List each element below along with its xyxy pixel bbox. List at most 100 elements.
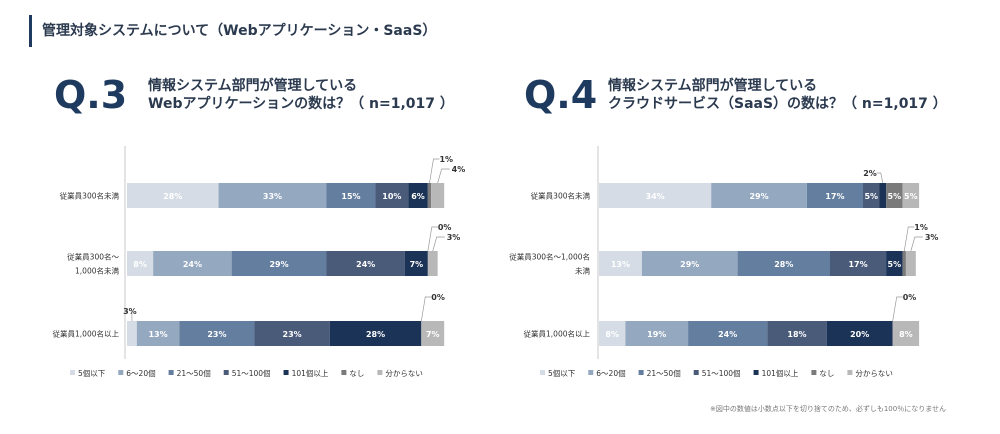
data-label: 1% [914, 223, 928, 232]
legend-swatch [377, 370, 383, 375]
bar-segment [599, 321, 626, 346]
bar-segment [863, 183, 880, 208]
q3-title-line1: 情報システム部門が管理している [148, 78, 358, 94]
legend-label: 分からない [385, 369, 423, 378]
data-label: 7% [410, 260, 424, 269]
bar-segment [179, 321, 255, 346]
data-label: 24% [356, 260, 375, 269]
data-label: 2% [863, 169, 877, 178]
bar-segment [830, 251, 887, 276]
bar-segment [421, 321, 445, 346]
data-label: 3% [123, 307, 137, 316]
leader-line [429, 158, 440, 184]
legend-swatch [168, 370, 174, 375]
bar-segment [136, 321, 180, 346]
data-label: 10% [382, 192, 401, 201]
bar-segment [905, 251, 916, 276]
bar-segment [375, 183, 409, 208]
legend-label: 21～50個 [647, 368, 681, 378]
legend-label: 101個以上 [292, 368, 329, 378]
q3-label: Q.3 [54, 73, 128, 117]
bar-segment [326, 183, 376, 208]
data-label: 34% [646, 192, 665, 201]
bar-segment [599, 183, 712, 208]
q4-stacked-bar-chart: 従業員300名未満 34% 29% 17% 5%2%5% 5%従業員300名～1,000名… [509, 146, 938, 378]
data-label: 20% [850, 330, 869, 339]
data-label: 18% [787, 330, 806, 339]
data-label: 24% [183, 260, 202, 269]
bar-segment [892, 321, 920, 346]
footnote: ※図中の数値は小数点以下を切り捨てのため、必ずしも100％になりません [709, 405, 946, 413]
bar-segment [641, 251, 738, 276]
data-label: 5% [904, 192, 918, 201]
data-label: 8% [899, 330, 913, 339]
data-label: 17% [825, 192, 844, 201]
data-label: 19% [647, 330, 666, 339]
bar-segment [404, 251, 428, 276]
legend-swatch [223, 370, 229, 375]
data-label: 5% [888, 260, 902, 269]
legend-swatch [341, 370, 347, 375]
legend-swatch [753, 370, 759, 375]
category-label: 従業員300名未満 [531, 191, 591, 201]
bar-segment [231, 251, 327, 276]
data-label: 0% [903, 293, 917, 302]
data-label: 6% [411, 192, 425, 201]
bar-segment [326, 251, 405, 276]
data-label: 0% [438, 223, 452, 232]
data-label: 33% [263, 192, 282, 201]
legend-label: 5個以下 [78, 368, 106, 378]
q4-title: 情報システム部門が管理している クラウドサービス（SaaS）の数は？（ n=1,… [608, 77, 947, 113]
bar-segment [254, 321, 330, 346]
bar-segment [127, 251, 154, 276]
legend-label: 分からない [855, 369, 893, 378]
data-label: 7% [426, 330, 440, 339]
legend-swatch [283, 370, 289, 375]
q4-title-line2: クラウドサービス（SaaS）の数は？（ n=1,017 ） [608, 96, 947, 112]
data-label: 17% [848, 260, 867, 269]
leader-line [876, 172, 884, 184]
bar-segment [886, 183, 903, 208]
bar-segment [427, 251, 438, 276]
bar-segment [767, 321, 827, 346]
leader-line [432, 236, 445, 252]
data-label: 13% [148, 330, 167, 339]
legend-swatch [693, 370, 699, 375]
bar-segment [625, 321, 689, 346]
leader-line [427, 226, 438, 252]
bar-segment [218, 183, 327, 208]
data-label: 5% [864, 192, 878, 201]
bar-segment [688, 321, 768, 346]
legend-label: なし [819, 369, 834, 378]
category-label: 従業員300名～1,000名未満 [67, 252, 119, 276]
legend-label: 51～100個 [702, 368, 741, 378]
category-label: 従業員300名未満 [60, 191, 120, 201]
data-label: 28% [366, 330, 385, 339]
category-label: 従業員1,000名以上 [53, 329, 120, 339]
bar-segment [737, 251, 830, 276]
legend-swatch [540, 370, 545, 375]
q4-label: Q.4 [524, 73, 598, 117]
data-label: 23% [207, 330, 226, 339]
bar-segment [427, 183, 432, 208]
leader-line [910, 236, 923, 252]
data-label: 3% [447, 233, 461, 242]
legend-label: なし [349, 369, 364, 378]
data-label: 1% [439, 155, 453, 164]
legend-label: 21～50個 [177, 368, 211, 378]
data-label: 8% [605, 330, 619, 339]
bar-segment [879, 183, 887, 208]
legend-swatch [847, 370, 853, 375]
legend-swatch [588, 370, 594, 375]
data-label: 29% [680, 260, 699, 269]
data-label: 8% [133, 260, 147, 269]
legend-label: 101個以上 [762, 368, 799, 378]
bar-segment [902, 183, 920, 208]
data-label: 24% [718, 330, 737, 339]
bar-segment [329, 321, 422, 346]
q3-title: 情報システム部門が管理している Webアプリケーションの数は？（ n=1,017… [148, 77, 454, 113]
q4-title-line1: 情報システム部門が管理している [608, 78, 818, 94]
data-label: 4% [452, 165, 466, 174]
legend-swatch [118, 370, 124, 375]
